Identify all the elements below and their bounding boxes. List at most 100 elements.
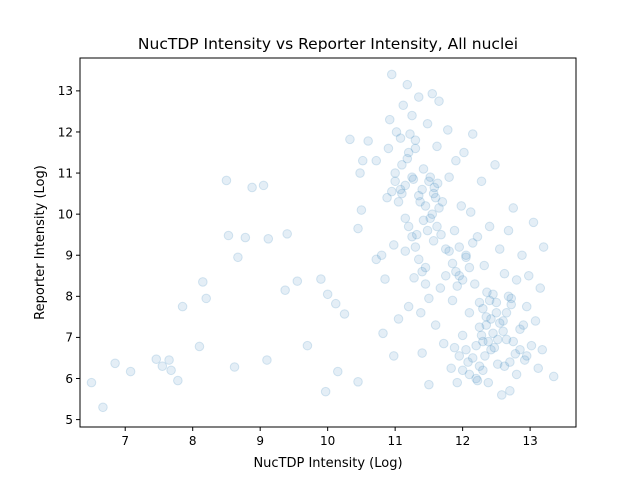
- scatter-point: [488, 289, 498, 300]
- scatter-point: [464, 307, 475, 318]
- scatter-point: [510, 349, 521, 359]
- scatter-point: [496, 390, 507, 400]
- scatter-point: [457, 275, 468, 285]
- x-axis-label: NucTDP Intensity (Log): [253, 456, 402, 471]
- scatter-point: [438, 338, 449, 349]
- scatter-point: [395, 133, 406, 143]
- scatter-point: [508, 336, 519, 347]
- scatter-point: [501, 334, 512, 345]
- scatter-point: [440, 244, 451, 254]
- scatter-point: [447, 258, 458, 269]
- scatter-point: [461, 252, 471, 263]
- scatter-point: [403, 221, 414, 232]
- scatter-point: [411, 229, 422, 240]
- scatter-point: [474, 361, 485, 371]
- scatter-point: [221, 175, 232, 186]
- scatter-point: [492, 359, 503, 369]
- scatter-point: [488, 328, 498, 339]
- scatter-point: [506, 293, 517, 304]
- scatter-point: [476, 176, 487, 187]
- scatter-point: [491, 297, 502, 308]
- scatter-point: [464, 369, 475, 380]
- scatter-point: [435, 283, 446, 293]
- scatter-point: [440, 270, 451, 281]
- scatter-point: [461, 344, 471, 355]
- scatter-point: [436, 229, 446, 240]
- scatter-point: [474, 322, 485, 332]
- scatter-point: [467, 129, 478, 139]
- scatter-point: [521, 301, 532, 312]
- scatter-point: [424, 379, 434, 390]
- scatter-point: [430, 320, 441, 330]
- scatter-point: [402, 79, 413, 90]
- scatter-point: [173, 375, 183, 386]
- scatter-point: [501, 307, 512, 318]
- scatter-point: [390, 176, 400, 187]
- y-tick-label: 11: [58, 166, 73, 180]
- scatter-point: [491, 307, 502, 318]
- scatter-point: [357, 155, 368, 166]
- scatter-point: [538, 242, 549, 252]
- scatter-point: [332, 366, 343, 377]
- scatter-point: [480, 351, 490, 361]
- scatter-point: [177, 301, 188, 312]
- scatter-point: [463, 357, 473, 367]
- scatter-point: [417, 348, 427, 358]
- scatter-point: [499, 268, 510, 279]
- scatter-point: [519, 355, 530, 365]
- scatter-point: [459, 147, 469, 158]
- scatter-point: [454, 270, 465, 281]
- scatter-point: [424, 176, 434, 187]
- scatter-point: [413, 254, 424, 265]
- scatter-point: [86, 377, 97, 388]
- scatter-point: [410, 135, 421, 145]
- scatter-point: [506, 299, 517, 310]
- scatter-point: [400, 246, 411, 256]
- scatter-point: [472, 231, 483, 242]
- scatter-point: [456, 201, 467, 211]
- scatter-point: [486, 344, 496, 355]
- scatter-point: [420, 279, 431, 289]
- scatter-point: [526, 340, 537, 351]
- scatter-point: [194, 341, 205, 352]
- scatter-point: [498, 316, 508, 326]
- scatter-point: [425, 213, 436, 224]
- scatter-point: [437, 197, 448, 207]
- scatter-point: [482, 287, 492, 298]
- scatter-point: [422, 118, 433, 129]
- scatter-point: [452, 281, 463, 291]
- scatter-point: [523, 270, 534, 281]
- scatter-point: [407, 231, 417, 242]
- scatter-point: [492, 334, 503, 345]
- scatter-point: [518, 320, 529, 330]
- scatter-point: [446, 363, 456, 374]
- y-tick-label: 5: [65, 413, 73, 427]
- scatter-point: [454, 351, 465, 361]
- scatter-point: [471, 373, 481, 384]
- scatter-point: [537, 344, 548, 355]
- scatter-point: [483, 377, 494, 388]
- scatter-point: [263, 234, 274, 244]
- scatter-point: [383, 143, 394, 154]
- scatter-point: [371, 155, 382, 166]
- scatter-point: [533, 363, 544, 374]
- scatter-point: [157, 361, 168, 371]
- scatter-point: [398, 100, 409, 111]
- scatter-point: [415, 197, 425, 207]
- scatter-point: [380, 274, 390, 284]
- scatter-point: [517, 250, 527, 261]
- scatter-point: [464, 262, 475, 273]
- scatter-point: [449, 225, 460, 236]
- y-axis-label: Reporter Intensity (Log): [33, 165, 48, 320]
- scatter-point: [393, 197, 404, 207]
- x-axis: 7 8 9 10 11 12 13: [121, 427, 538, 448]
- x-tick-label: 10: [320, 434, 335, 448]
- y-tick-label: 12: [58, 125, 73, 139]
- scatter-point: [474, 297, 485, 308]
- scatter-point: [417, 184, 427, 195]
- scatter-point: [530, 316, 541, 326]
- scatter-point: [505, 357, 515, 367]
- scatter-point: [499, 361, 510, 371]
- scatter-point: [476, 330, 487, 341]
- scatter-point: [345, 134, 355, 145]
